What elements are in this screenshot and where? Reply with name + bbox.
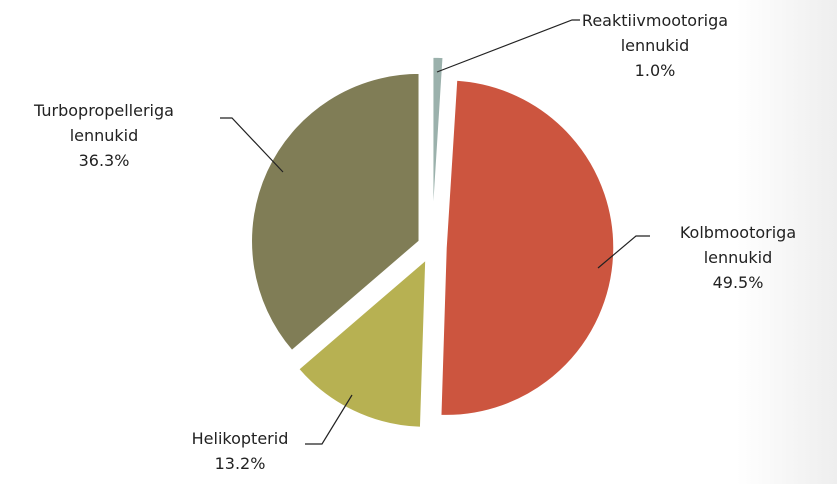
category-label: Reaktiivmootoriga lennukid [581,11,729,55]
category-label: Turbopropelleriga lennukid [34,101,174,145]
percent-label: 36.3% [78,151,130,170]
slice-label: Reaktiivmootoriga lennukid 1.0% [570,8,740,83]
slice-label: Kolbmootoriga lennukid 49.5% [653,220,823,295]
leader-line [305,394,353,445]
percent-label: 49.5% [712,273,764,292]
leader-line [597,235,650,269]
pie-slice [439,79,615,417]
pie-slice [431,56,445,226]
percent-label: 1.0% [634,61,676,80]
category-label: Kolbmootoriga lennukid [679,223,797,267]
leader-line [436,19,580,73]
leader-line [220,117,284,173]
percent-label: 13.2% [214,454,266,473]
slice-label: Helikopterid 13.2% [155,426,325,476]
slice-label: Turbopropelleriga lennukid 36.3% [19,98,189,173]
pie-slice [250,72,421,352]
pie-slice [297,257,427,429]
category-label: Helikopterid [191,429,289,448]
